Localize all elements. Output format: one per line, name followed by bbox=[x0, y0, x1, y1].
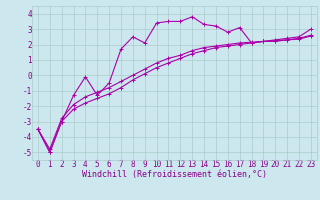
X-axis label: Windchill (Refroidissement éolien,°C): Windchill (Refroidissement éolien,°C) bbox=[82, 170, 267, 179]
